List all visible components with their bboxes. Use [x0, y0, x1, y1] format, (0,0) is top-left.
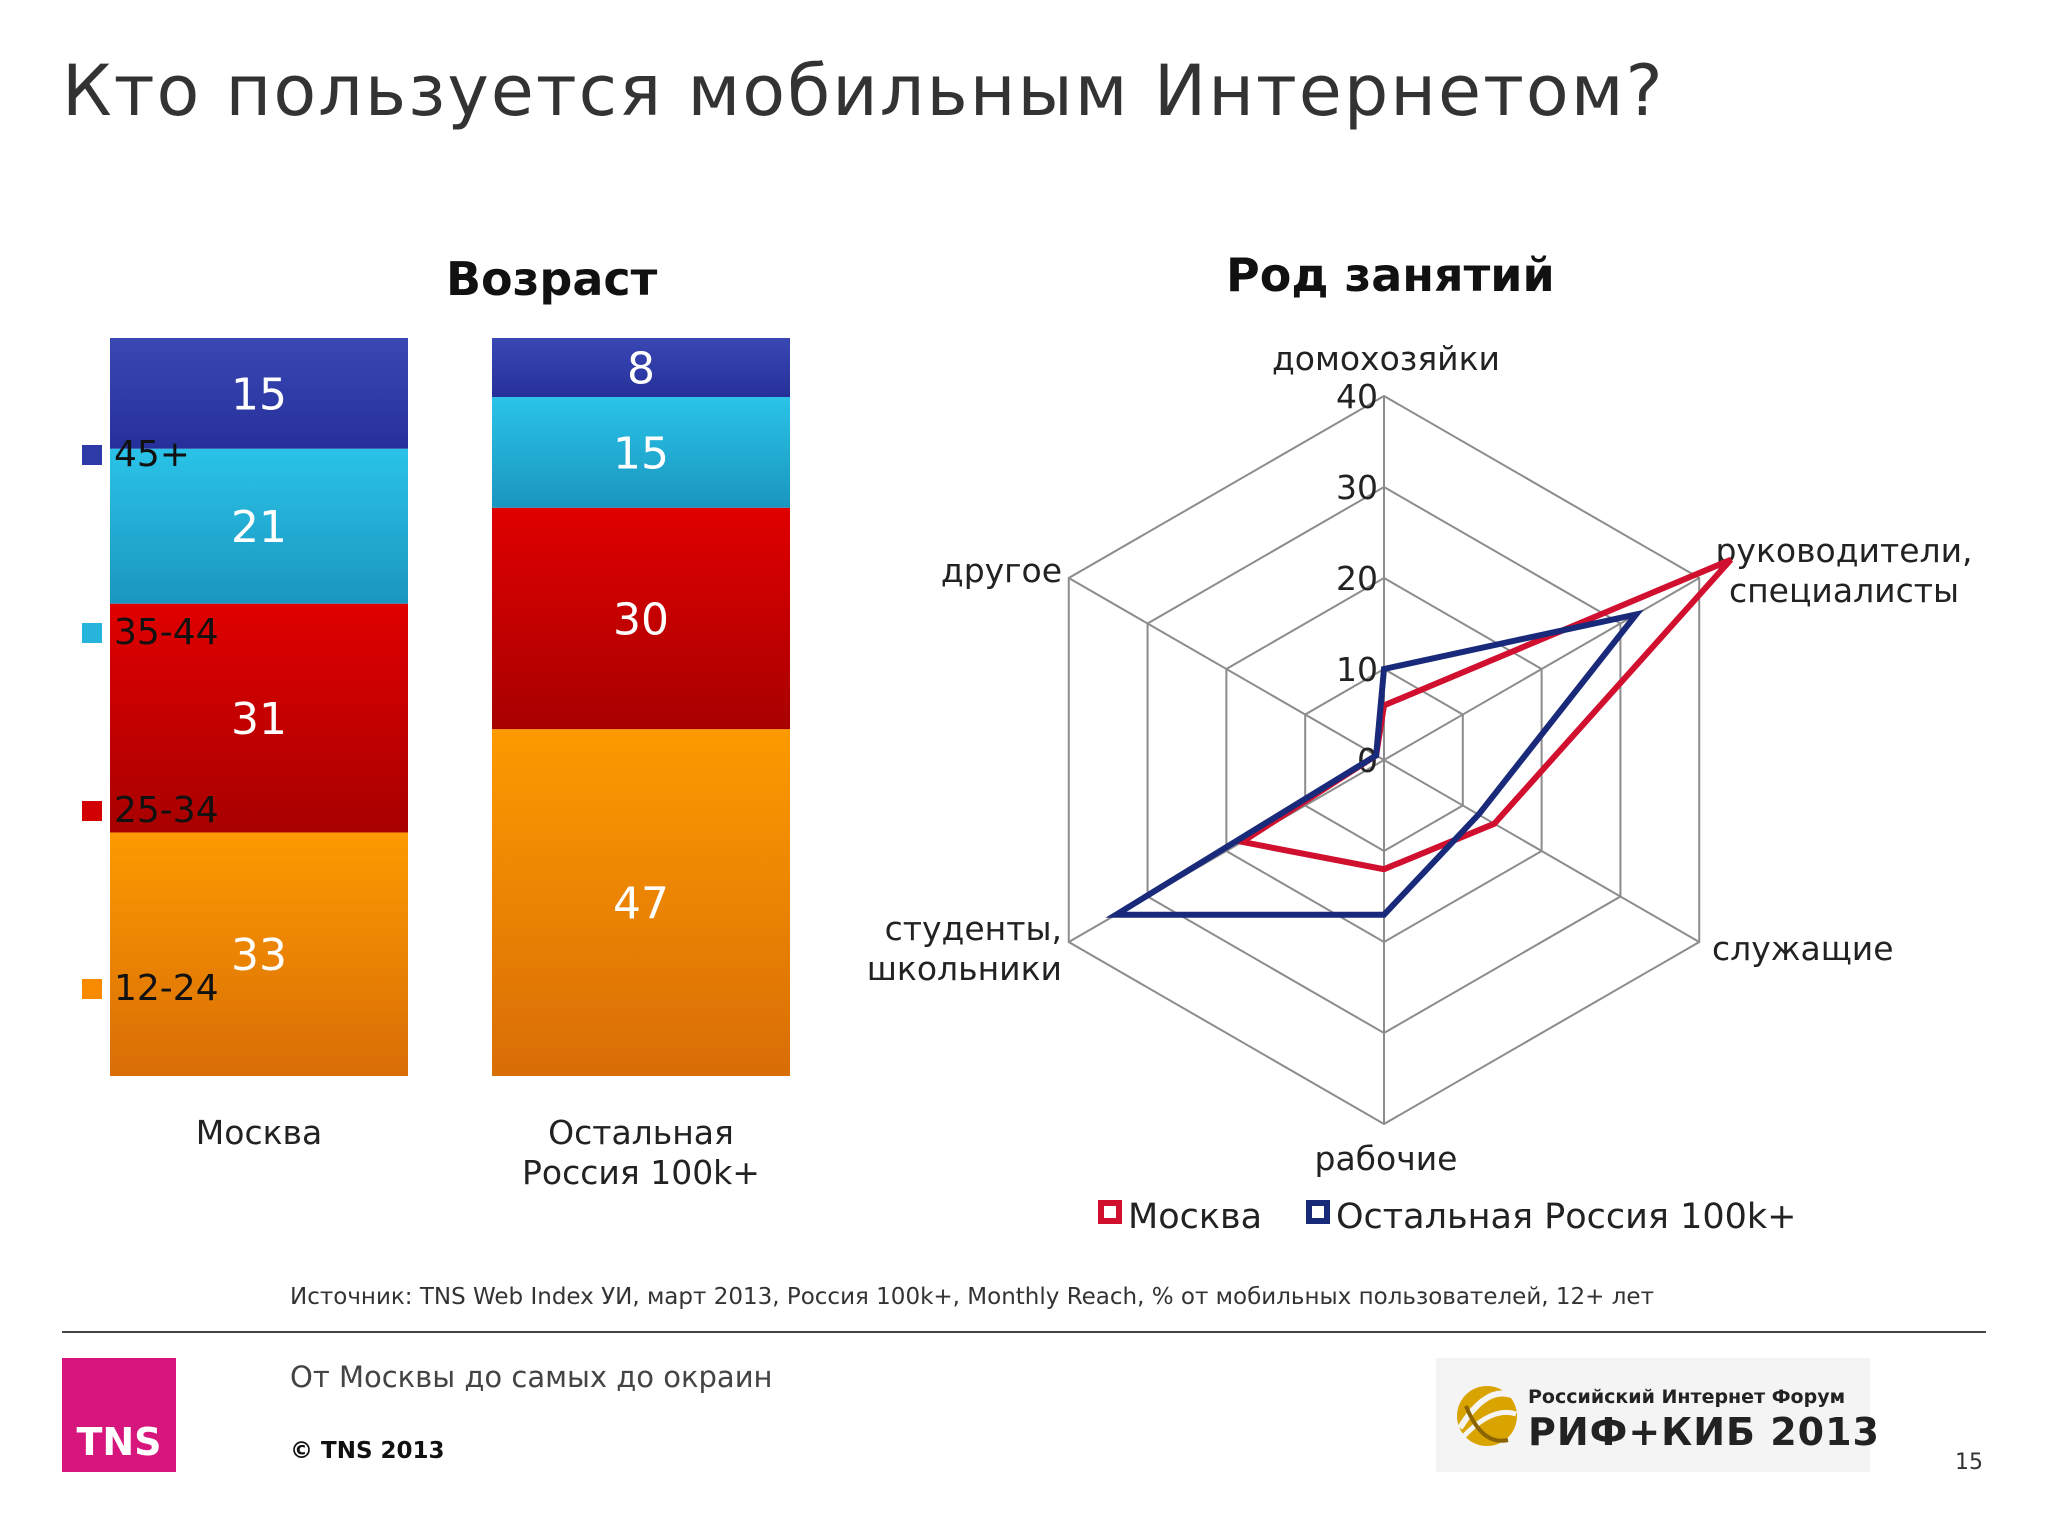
- bar-value-label: 15: [613, 428, 669, 479]
- bar-35-44-1: [492, 397, 790, 508]
- page-number: 15: [1955, 1450, 1983, 1475]
- radar-axis-label: служащие: [1712, 929, 1894, 968]
- bar-35-44-0: [110, 448, 408, 604]
- legend-label-45: 45+: [114, 434, 190, 475]
- age-stacked-bar-chart: 33 31 21 15 47 30 15 8 12-24 25-34 35-44 45+ Москв…: [82, 338, 790, 1192]
- bar-value-label: 8: [627, 344, 655, 395]
- legend-label-35-44: 35-44: [114, 612, 219, 653]
- bar-25-34-1: [492, 507, 790, 730]
- radar-axis-label: домохозяйки: [1272, 339, 1500, 378]
- occupation-chart-title: Род занятий: [1226, 248, 1555, 302]
- radar-axis-label: рабочие: [1315, 1139, 1458, 1178]
- category-label: Москва: [196, 1113, 322, 1152]
- radar-series-rest-russia: [1105, 609, 1644, 918]
- radar-axis-label: другое: [941, 551, 1062, 590]
- tns-logo-text: TNS: [76, 1420, 162, 1464]
- radar-series-moscow: [1234, 557, 1733, 873]
- radar-spoke: [1383, 759, 1700, 943]
- radar-axis-label: специалисты: [1729, 571, 1959, 610]
- category-label: Остальная: [548, 1113, 734, 1152]
- radar-axis-label: студенты,: [885, 909, 1062, 948]
- tns-logo: TNS: [62, 1358, 176, 1472]
- legend-swatch: [82, 445, 102, 465]
- bar-12-24-0: [110, 832, 408, 1076]
- radar-spoke: [1383, 577, 1700, 761]
- slide-title: Кто пользуется мобильным Интернетом?: [62, 50, 1665, 132]
- bar-12-24-1: [492, 729, 790, 1076]
- legend-label-12-24: 12-24: [114, 968, 219, 1009]
- bar-45-0: [110, 338, 408, 449]
- radar-legend-swatch: [1306, 1200, 1330, 1224]
- source-note: Источник: TNS Web Index УИ, март 2013, Р…: [290, 1284, 1654, 1310]
- bar-value-label: 30: [613, 594, 669, 645]
- radar-axis-label: руководители,: [1715, 531, 1972, 570]
- footer-divider: [62, 1331, 1986, 1333]
- radar-spoke: [1068, 577, 1385, 761]
- legend-label-25-34: 25-34: [114, 790, 219, 831]
- age-chart-title: Возраст: [446, 252, 658, 306]
- bar-value-label: 33: [231, 930, 287, 981]
- radar-tick-label: 10: [1336, 650, 1378, 689]
- radar-tick-label: 20: [1336, 559, 1378, 598]
- bar-value-label: 31: [231, 694, 287, 745]
- bar-value-label: 21: [231, 502, 287, 553]
- radar-axis-label: школьники: [867, 949, 1062, 988]
- rif-logo-line1: Российский Интернет Форум: [1528, 1386, 1846, 1408]
- radar-legend-label: Москва: [1128, 1197, 1262, 1237]
- radar-legend-swatch: [1098, 1200, 1122, 1224]
- category-label: Россия 100k+: [522, 1153, 760, 1192]
- bar-45-1: [492, 338, 790, 398]
- bar-value-label: 47: [613, 879, 669, 930]
- copyright: © TNS 2013: [290, 1438, 445, 1464]
- radar-legend-label: Остальная Россия 100k+: [1336, 1197, 1796, 1237]
- radar-tick-label: 30: [1336, 468, 1378, 507]
- rif-emblem-icon: [1457, 1386, 1517, 1446]
- rif-logo-line2: РИФ+КИБ 2013: [1528, 1410, 1880, 1454]
- footer-tagline: От Москвы до самых до окраин: [290, 1360, 773, 1394]
- rif-kib-logo: Российский Интернет Форум РИФ+КИБ 2013: [1436, 1358, 1879, 1472]
- legend-swatch: [82, 801, 102, 821]
- legend-swatch: [82, 623, 102, 643]
- radar-tick-label: 40: [1336, 377, 1378, 416]
- bar-25-34-0: [110, 603, 408, 833]
- legend-swatch: [82, 979, 102, 999]
- bar-value-label: 15: [231, 369, 287, 420]
